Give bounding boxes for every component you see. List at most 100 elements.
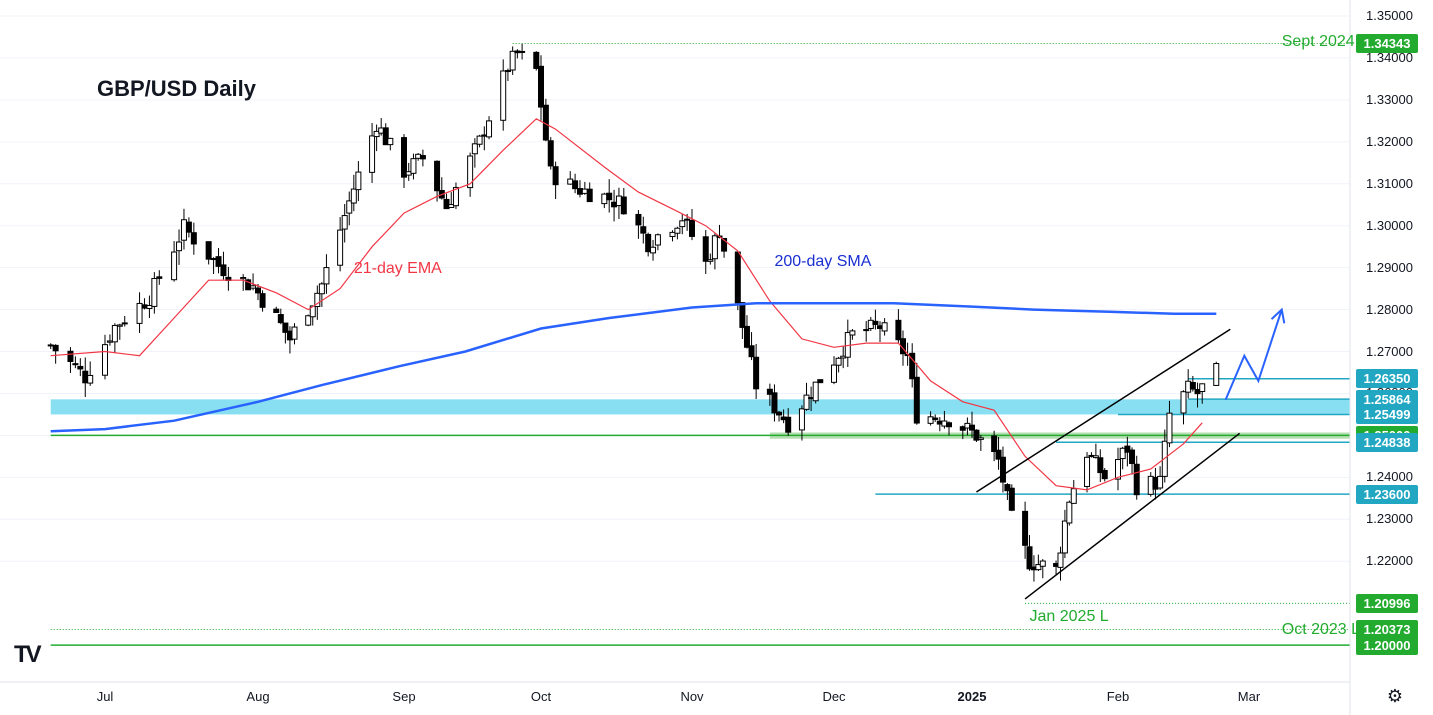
- price-level-badge: 1.25864: [1356, 389, 1418, 409]
- candle-body: [1129, 449, 1136, 465]
- candle-body: [190, 232, 197, 245]
- candle-body: [1084, 456, 1091, 487]
- candle-body: [552, 166, 559, 186]
- candle-body: [913, 376, 920, 424]
- chart-annotation: 200-day SMA: [774, 252, 872, 270]
- candle-body: [1133, 463, 1140, 496]
- candle-body: [156, 276, 163, 279]
- x-tick-label: Aug: [246, 689, 270, 704]
- candle-body: [831, 364, 837, 383]
- price-level-badge: 1.25499: [1356, 404, 1418, 424]
- y-tick-label: 1.24000: [1366, 469, 1413, 485]
- candles-layer: [47, 43, 1220, 582]
- y-tick-label: 1.29000: [1366, 259, 1413, 275]
- candle-body: [111, 324, 118, 343]
- candle-body: [977, 437, 984, 440]
- candle-body: [314, 292, 321, 308]
- chart-annotation: Jan 2025 L: [1029, 607, 1109, 625]
- candle-body: [798, 408, 805, 431]
- candle-body: [282, 322, 289, 333]
- channel-upper-line: [976, 328, 1231, 493]
- y-tick-label: 1.33000: [1366, 91, 1413, 107]
- candle-body: [991, 435, 998, 453]
- candle-body: [443, 198, 450, 210]
- candle-body: [1035, 564, 1042, 571]
- candle-body: [121, 322, 128, 325]
- candle-body: [679, 220, 686, 228]
- y-tick-label: 1.35000: [1366, 8, 1413, 23]
- candle-body: [999, 456, 1006, 483]
- candle-body: [1119, 447, 1126, 460]
- candle-body: [273, 308, 280, 313]
- candle-body: [1124, 445, 1131, 453]
- candle-body: [1199, 383, 1206, 392]
- candle-body: [753, 356, 760, 390]
- candle-body: [341, 215, 348, 230]
- candle-body: [932, 417, 939, 420]
- price-level-badge: 1.20996: [1356, 593, 1418, 613]
- candle-body: [255, 287, 261, 294]
- candle-body: [116, 324, 123, 327]
- candle-body: [146, 305, 153, 310]
- candle-body: [669, 231, 676, 238]
- candle-body: [1004, 484, 1011, 492]
- candle-body: [645, 233, 652, 253]
- candle-body: [136, 302, 143, 324]
- candle-body: [567, 178, 574, 185]
- candle-body: [684, 218, 691, 221]
- ema-21-line: [50, 118, 1203, 491]
- candle-body: [969, 424, 975, 431]
- candle-body: [674, 227, 681, 234]
- candle-body: [519, 50, 526, 53]
- x-tick-label: Mar: [1237, 689, 1261, 704]
- x-tick-label: Sep: [392, 689, 416, 704]
- candle-body: [259, 293, 266, 308]
- candle-body: [654, 234, 661, 246]
- candle-body: [572, 180, 579, 190]
- y-tick-label: 1.32000: [1366, 133, 1413, 149]
- tradingview-logo[interactable]: TV: [14, 641, 42, 668]
- price-level-badge: 1.34343: [1356, 34, 1418, 54]
- candle-body: [611, 201, 618, 208]
- y-tick-label: 1.27000: [1366, 343, 1413, 359]
- candle-body: [872, 320, 879, 325]
- x-tick-label: Dec: [822, 689, 846, 704]
- sma-200-line: [50, 302, 1217, 433]
- candle-body: [350, 188, 357, 204]
- settings-gear-icon[interactable]: ⚙: [1386, 686, 1404, 706]
- candle-body: [817, 379, 824, 384]
- candle-body: [245, 279, 252, 291]
- candle-body: [849, 330, 856, 336]
- candle-body: [576, 188, 583, 195]
- chart-annotation: Sept 2024 H: [1281, 33, 1371, 51]
- candle-body: [1213, 363, 1220, 386]
- candle-body: [881, 322, 888, 332]
- candle-body: [946, 422, 952, 428]
- candle-body: [995, 449, 1002, 460]
- price-level-badge: 1.26350: [1356, 369, 1418, 389]
- candle-body: [476, 135, 483, 145]
- candle-body: [434, 160, 441, 192]
- candle-body: [486, 120, 493, 138]
- candle-body: [467, 155, 474, 189]
- candle-body: [215, 256, 222, 267]
- candle-body: [909, 352, 916, 380]
- candle-body: [1097, 457, 1104, 474]
- candle-body: [721, 237, 728, 252]
- chart-annotation: Oct 2023 L: [1281, 621, 1361, 639]
- candle-body: [277, 314, 284, 324]
- candle-body: [419, 155, 426, 160]
- candle-body: [620, 196, 627, 215]
- series-layer: [50, 118, 1217, 491]
- candle-body: [82, 370, 89, 384]
- candle-body: [369, 135, 376, 173]
- candle-body: [180, 219, 187, 241]
- candle-body: [337, 229, 344, 266]
- candle-body: [471, 143, 478, 155]
- candle-body: [250, 285, 257, 289]
- candle-body: [185, 221, 192, 233]
- y-tick-label: 1.23000: [1366, 511, 1413, 527]
- candle-body: [318, 283, 325, 295]
